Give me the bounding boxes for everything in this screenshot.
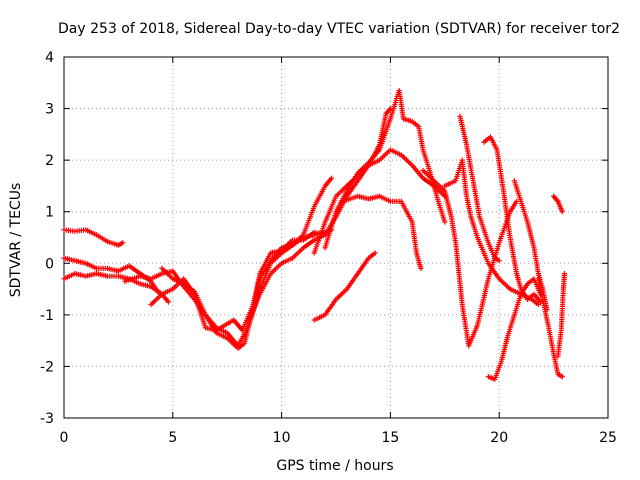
gridlines bbox=[64, 57, 608, 418]
series-track-14 bbox=[457, 113, 502, 264]
x-tick-labels: 0 5 10 15 20 25 bbox=[60, 430, 617, 446]
series-track-9 bbox=[322, 87, 448, 251]
y-tick-label: 0 bbox=[45, 256, 54, 272]
marker-track-11 bbox=[339, 193, 424, 271]
marker-track-20 bbox=[555, 271, 568, 359]
marker-track-7 bbox=[246, 147, 448, 323]
y-axis-label: SDTVAR / TECUs bbox=[8, 183, 24, 298]
y-tick-label: 3 bbox=[45, 102, 54, 118]
y-tick-label: 4 bbox=[45, 50, 54, 66]
marker-track-19 bbox=[551, 193, 565, 215]
x-tick-label: 10 bbox=[273, 430, 291, 446]
x-tick-label: 25 bbox=[599, 430, 617, 446]
y-tick-labels: -3 -2 -1 0 1 2 3 4 bbox=[40, 50, 54, 427]
marker-track-16 bbox=[485, 276, 544, 382]
x-tick-label: 5 bbox=[168, 430, 177, 446]
marker-track-6 bbox=[148, 229, 328, 333]
marker-track-18 bbox=[535, 276, 565, 380]
data-series bbox=[61, 87, 568, 382]
marker-track-10 bbox=[311, 250, 378, 323]
y-tick-label: 2 bbox=[45, 153, 54, 169]
x-axis-label: GPS time / hours bbox=[276, 458, 393, 474]
chart-title: Day 253 of 2018, Sidereal Day-to-day VTE… bbox=[58, 21, 620, 37]
series-track-16 bbox=[485, 276, 544, 382]
y-tick-label: -3 bbox=[40, 411, 54, 427]
series-track-1 bbox=[61, 227, 126, 248]
series-track-10 bbox=[311, 250, 378, 323]
y-tick-label: -2 bbox=[40, 359, 54, 375]
marker-track-1 bbox=[61, 227, 126, 248]
plot-frame bbox=[63, 56, 609, 419]
series-track-20 bbox=[555, 271, 568, 359]
series-track-15 bbox=[481, 134, 544, 305]
axis-ticks bbox=[63, 56, 609, 419]
series-track-6 bbox=[148, 229, 328, 333]
y-tick-label: -1 bbox=[40, 308, 54, 324]
series-track-11 bbox=[339, 193, 424, 271]
x-tick-label: 15 bbox=[381, 430, 399, 446]
marker-track-15 bbox=[481, 134, 544, 305]
x-tick-label: 20 bbox=[490, 430, 508, 446]
series-track-18 bbox=[535, 276, 565, 380]
marker-track-14 bbox=[457, 113, 502, 264]
marker-track-9 bbox=[322, 87, 448, 251]
series-track-19 bbox=[551, 193, 565, 215]
y-tick-label: 1 bbox=[45, 205, 54, 221]
x-tick-label: 0 bbox=[60, 430, 69, 446]
series-track-7 bbox=[246, 147, 448, 323]
